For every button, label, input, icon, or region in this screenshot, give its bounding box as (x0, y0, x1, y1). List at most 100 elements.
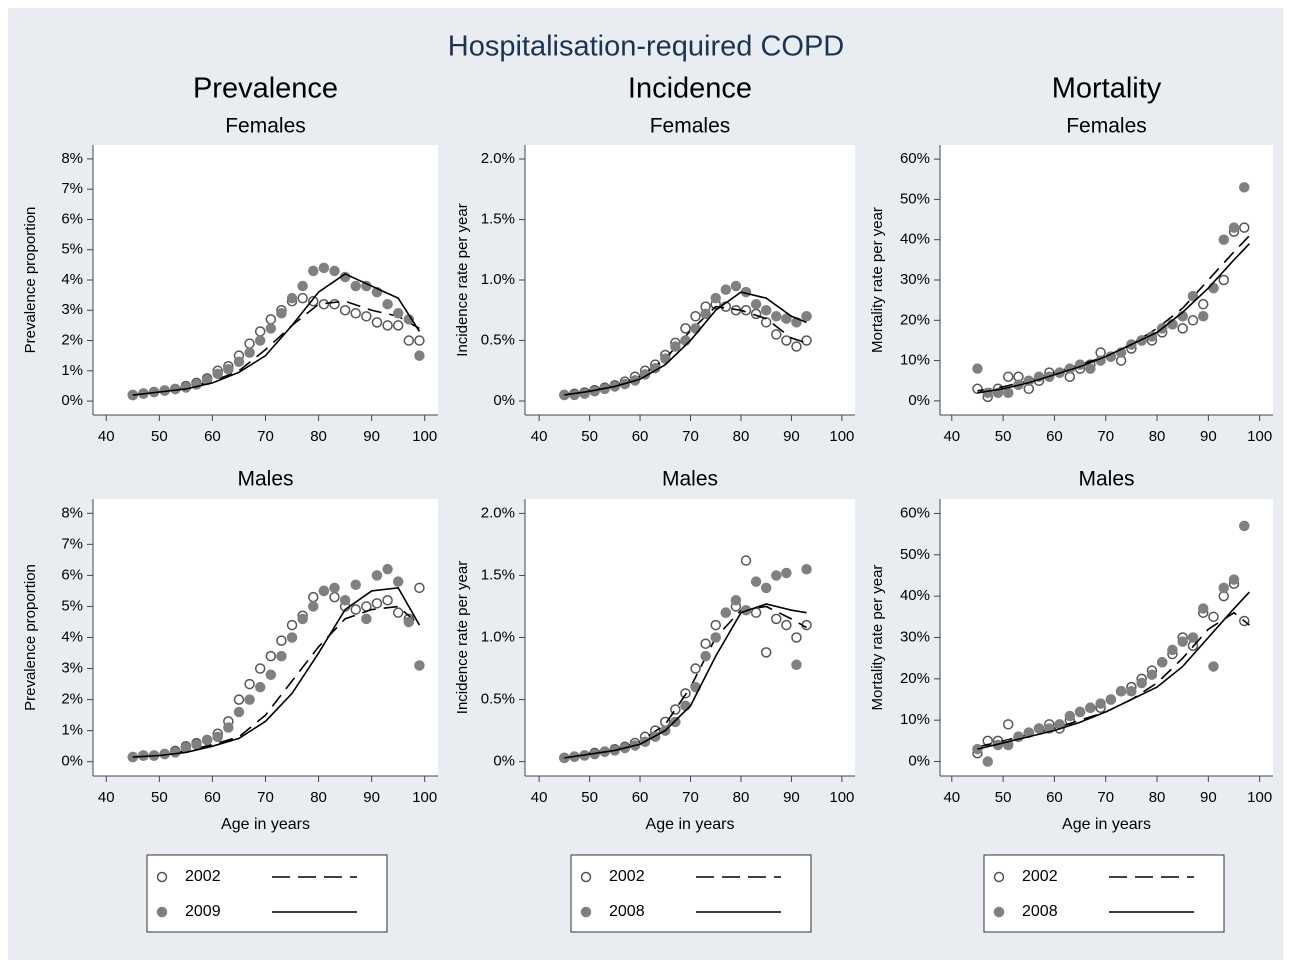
filled-point (1208, 661, 1219, 672)
y-tick-label: 10% (900, 352, 930, 369)
hollow-point (1239, 615, 1250, 627)
filled-point (170, 383, 181, 395)
filled-point (1228, 222, 1240, 233)
y-tick-label: 3% (61, 301, 83, 318)
x-axis-label: Age in years (1062, 816, 1151, 833)
x-tick-label: 100 (829, 789, 854, 806)
x-tick-label: 50 (995, 428, 1012, 445)
x-tick-label: 40 (943, 428, 960, 445)
filled-point (350, 280, 361, 292)
x-tick-label: 40 (98, 789, 115, 806)
hollow-point (318, 298, 330, 310)
fit-line (977, 611, 1250, 748)
filled-point (1239, 520, 1250, 532)
filled-point (1239, 182, 1250, 193)
y-axis-label: Prevalence proportion (22, 564, 39, 711)
filled-point (1095, 698, 1106, 709)
y-tick-label: 60% (900, 504, 930, 521)
hollow-point (670, 704, 681, 715)
y-tick-label: 5% (61, 241, 83, 258)
x-tick-label: 60 (1046, 789, 1063, 806)
hollow-point (244, 678, 255, 690)
hollow-point (286, 619, 298, 631)
x-tick-label: 80 (1149, 789, 1166, 806)
y-tick-label: 0% (493, 753, 515, 770)
y-tick-label: 0% (61, 753, 83, 770)
hollow-point (1002, 371, 1014, 382)
y-tick-label: 40% (900, 587, 930, 604)
filled-point (700, 650, 711, 662)
filled-point (670, 341, 681, 352)
filled-point (392, 308, 404, 319)
hollow-point (801, 335, 812, 346)
hollow-point (254, 663, 266, 674)
panel-subtitle: Males (662, 468, 718, 491)
x-tick-label: 70 (257, 789, 274, 806)
filled-point (771, 570, 782, 581)
filled-point (212, 731, 223, 743)
hollow-point (403, 335, 415, 346)
hollow-point (382, 594, 393, 606)
hollow-point (361, 311, 372, 322)
x-tick-label: 70 (1097, 428, 1114, 445)
filled-point (1085, 363, 1096, 374)
filled-point (781, 313, 792, 324)
hollow-point (414, 335, 425, 346)
filled-point (750, 576, 762, 587)
x-tick-label: 60 (632, 789, 649, 806)
hollow-point (690, 663, 701, 674)
legend-marker (156, 871, 168, 883)
hollow-point (690, 311, 701, 322)
figure-title: Hospitalisation-required COPD (448, 31, 845, 63)
panel-subtitle: Females (225, 115, 306, 138)
y-axis-label: Mortality rate per year (869, 207, 886, 353)
hollow-point (740, 555, 752, 566)
filled-point (801, 311, 812, 322)
x-tick-label: 90 (1200, 789, 1217, 806)
hollow-point (1197, 298, 1209, 310)
filled-point (710, 292, 721, 304)
y-tick-label: 0% (908, 392, 930, 409)
filled-point (1064, 710, 1076, 722)
y-tick-label: 5% (61, 597, 83, 614)
y-tick-label: 20% (900, 311, 930, 328)
hollow-point (329, 298, 340, 310)
x-tick-label: 60 (204, 789, 221, 806)
y-tick-label: 0% (908, 752, 930, 769)
y-tick-label: 6% (61, 566, 83, 583)
filled-point (1177, 636, 1188, 647)
y-tick-label: 50% (900, 190, 930, 207)
x-tick-label: 50 (995, 789, 1012, 806)
hollow-point (710, 619, 721, 631)
filled-point (1136, 677, 1147, 689)
filled-point (801, 563, 812, 575)
x-axis-label: Age in years (221, 816, 310, 833)
filled-point (382, 298, 393, 310)
hollow-point (1002, 719, 1014, 730)
filled-point (382, 563, 393, 575)
y-tick-label: 2% (61, 332, 83, 349)
filled-point (982, 756, 993, 767)
y-tick-label: 2.0% (481, 504, 515, 521)
y-axis-label: Prevalence proportion (22, 207, 39, 354)
filled-point (1033, 723, 1045, 734)
hollow-point (680, 323, 691, 334)
filled-point (297, 280, 308, 292)
panel-subtitle: Females (650, 115, 731, 138)
filled-point (760, 582, 772, 594)
filled-point (233, 356, 245, 367)
plot-area (93, 145, 438, 415)
legend-marker (156, 906, 168, 918)
y-tick-label: 4% (61, 271, 83, 288)
x-axis-label: Age in years (646, 816, 735, 833)
x-tick-label: 60 (204, 428, 221, 445)
hollow-point (1218, 274, 1229, 286)
filled-point (254, 335, 266, 346)
filled-point (1156, 657, 1168, 668)
filled-point (191, 739, 202, 750)
y-axis-label: Incidence rate per year (454, 561, 471, 714)
x-tick-label: 50 (151, 428, 168, 445)
legend-label: 2002 (609, 868, 645, 885)
filled-point (414, 350, 425, 361)
